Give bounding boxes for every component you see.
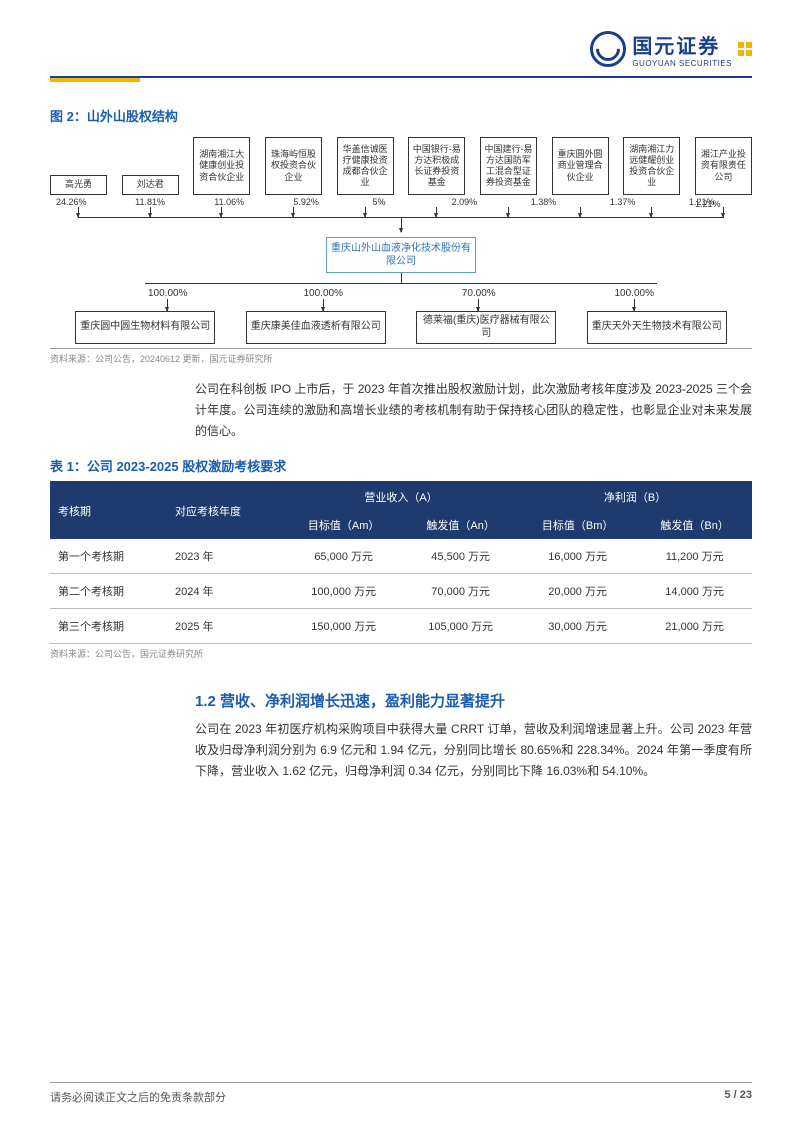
table-cell: 70,000 万元 — [403, 574, 518, 609]
connector — [401, 273, 402, 283]
section-1-2-body: 公司在 2023 年初医疗机构采购项目中获得大量 CRRT 订单，营收及利润增速… — [195, 719, 752, 782]
th: 触发值（An） — [403, 511, 518, 539]
logo-en: GUOYUAN SECURITIES — [632, 59, 732, 68]
pct-label: 11.06% — [214, 197, 271, 207]
table-cell: 第二个考核期 — [50, 574, 167, 609]
connector — [145, 283, 657, 284]
shareholder-box: 高光勇 — [50, 175, 107, 195]
th: 考核期 — [50, 481, 167, 539]
table-row: 第二个考核期2024 年100,000 万元70,000 万元20,000 万元… — [50, 574, 752, 609]
subsidiary-box: 重庆圆中圆生物材料有限公司 — [75, 311, 215, 344]
th: 目标值（Bm） — [518, 511, 637, 539]
pct-label: 100.00% — [574, 288, 694, 299]
shareholder-box: 珠海屿恒股权投资合伙企业 — [265, 137, 322, 195]
table1-title: 表 1：公司 2023-2025 股权激励考核要求 — [50, 456, 752, 475]
shareholder-box: 中国建行-易方达国防军工混合型证券投资基金 — [480, 137, 537, 195]
shareholder-box: 湖南湘江力远健耀创业投资合伙企业 — [623, 137, 680, 195]
sub-pct-row: 100.00% 100.00% 70.00% 100.00% — [50, 288, 752, 299]
section-1-2-heading: 1.2 营收、净利润增长迅速，盈利能力显著提升 — [195, 690, 752, 711]
th: 营业收入（A） — [284, 481, 518, 511]
logo-icon — [590, 31, 626, 67]
shareholder-box: 湖南湘江大健康创业投资合伙企业 — [193, 137, 250, 195]
pct-label: 1.38% — [531, 197, 588, 207]
pct-label: 100.00% — [263, 288, 383, 299]
shareholder-pct-row: 24.26% 11.81% 11.06% 5.92% 5% 2.09% 1.38… — [50, 197, 752, 207]
table-cell: 11,200 万元 — [637, 539, 752, 574]
logo-cn: 国元证券 — [632, 30, 732, 59]
footer-page: 5 / 23 — [724, 1089, 752, 1105]
shareholder-box: 湘江产业投资有限责任公司 — [695, 137, 752, 195]
table-row: 第一个考核期2023 年65,000 万元45,500 万元16,000 万元1… — [50, 539, 752, 574]
figure2-title: 图 2：山外山股权结构 — [50, 106, 752, 125]
table-cell: 100,000 万元 — [284, 574, 403, 609]
th: 触发值（Bn） — [637, 511, 752, 539]
figure2-source: 资料来源：公司公告，20240612 更新，国元证券研究所 — [50, 352, 752, 365]
table-cell: 105,000 万元 — [403, 609, 518, 644]
para-ipo: 公司在科创板 IPO 上市后，于 2023 年首次推出股权激励计划，此次激励考核… — [195, 379, 752, 442]
shareholder-box: 刘达君 — [122, 175, 179, 195]
pct-label: 70.00% — [419, 288, 539, 299]
pct-label: 1.37% — [610, 197, 667, 207]
shareholder-box: 华盖信诚医疗健康投资成都合伙企业 — [337, 137, 394, 195]
th: 净利润（B） — [518, 481, 752, 511]
table-cell: 第一个考核期 — [50, 539, 167, 574]
table-cell: 14,000 万元 — [637, 574, 752, 609]
page-header: 国元证券 GUOYUAN SECURITIES — [50, 30, 752, 78]
footer-disclaimer: 请务必阅读正文之后的免责条款部分 — [50, 1089, 226, 1105]
pct-label: 5% — [373, 197, 430, 207]
table-cell: 2024 年 — [167, 574, 284, 609]
table-cell: 第三个考核期 — [50, 609, 167, 644]
table-cell: 21,000 万元 — [637, 609, 752, 644]
subsidiary-box: 德莱福(重庆)医疗器械有限公司 — [416, 311, 556, 344]
table-row: 第三个考核期2025 年150,000 万元105,000 万元30,000 万… — [50, 609, 752, 644]
table-cell: 2025 年 — [167, 609, 284, 644]
center-company: 重庆山外山血液净化技术股份有限公司 — [326, 237, 476, 273]
pct-label: 2.09% — [452, 197, 509, 207]
table-cell: 45,500 万元 — [403, 539, 518, 574]
connector — [50, 299, 752, 311]
logo: 国元证券 GUOYUAN SECURITIES — [590, 30, 752, 68]
subsidiary-box: 重庆康美佳血液透析有限公司 — [246, 311, 386, 344]
pct-label: 5.92% — [293, 197, 350, 207]
th: 对应考核年度 — [167, 481, 284, 539]
pct-label: 24.26% — [56, 197, 113, 207]
subsidiary-row: 重庆圆中圆生物材料有限公司 重庆康美佳血液透析有限公司 德莱福(重庆)医疗器械有… — [50, 311, 752, 344]
page-footer: 请务必阅读正文之后的免责条款部分 5 / 23 — [50, 1082, 752, 1105]
table-cell: 2023 年 — [167, 539, 284, 574]
shareholder-row: 高光勇 刘达君 湖南湘江大健康创业投资合伙企业 珠海屿恒股权投资合伙企业 华盖信… — [50, 137, 752, 195]
pct-label: 100.00% — [108, 288, 228, 299]
incentive-table: 考核期 对应考核年度 营业收入（A） 净利润（B） 目标值（Am） 触发值（An… — [50, 481, 752, 644]
subsidiary-box: 重庆天外天生物技术有限公司 — [587, 311, 727, 344]
connector — [50, 207, 752, 237]
table-cell: 30,000 万元 — [518, 609, 637, 644]
table-cell: 20,000 万元 — [518, 574, 637, 609]
table1-source: 资料来源：公司公告，国元证券研究所 — [50, 647, 752, 660]
logo-dots-icon — [738, 42, 752, 56]
org-chart: 高光勇 刘达君 湖南湘江大健康创业投资合伙企业 珠海屿恒股权投资合伙企业 华盖信… — [50, 137, 752, 349]
shareholder-box: 重庆圆外圆商业管理合伙企业 — [552, 137, 609, 195]
shareholder-box: 中国银行-易方达积极成长证券投资基金 — [408, 137, 465, 195]
pct-label: 11.81% — [135, 197, 192, 207]
th: 目标值（Am） — [284, 511, 403, 539]
table-cell: 150,000 万元 — [284, 609, 403, 644]
table-cell: 16,000 万元 — [518, 539, 637, 574]
table-cell: 65,000 万元 — [284, 539, 403, 574]
